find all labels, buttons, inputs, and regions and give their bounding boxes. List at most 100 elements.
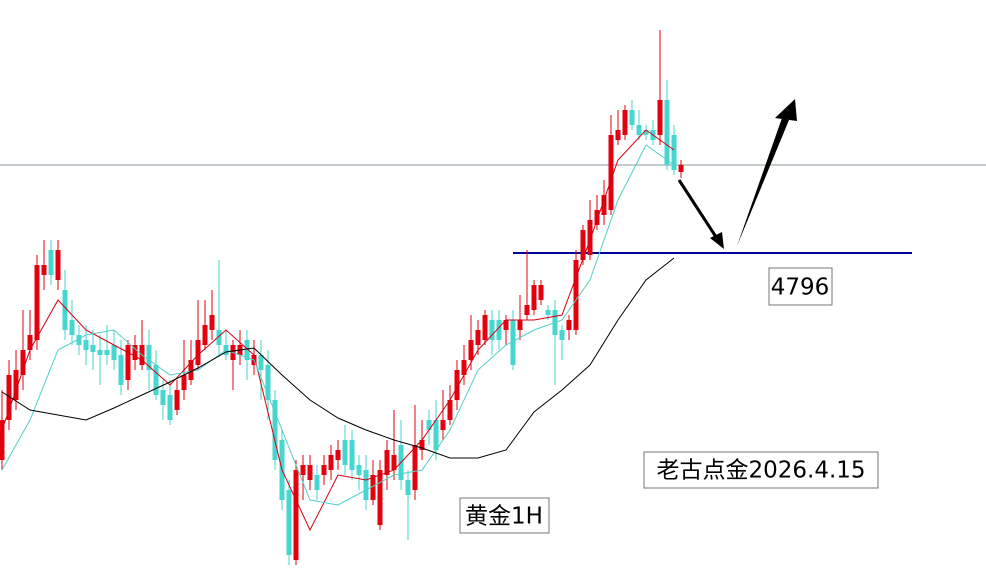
candle-body xyxy=(405,480,411,495)
candle-body xyxy=(468,340,474,360)
candle-body xyxy=(174,390,180,410)
label-box xyxy=(643,451,879,489)
candle-body xyxy=(314,475,320,490)
candle-body xyxy=(475,330,481,345)
plot-area xyxy=(0,30,986,565)
candle-body xyxy=(335,450,341,460)
candle-body xyxy=(167,395,173,420)
candle-body xyxy=(111,345,117,360)
candle-body xyxy=(118,355,124,385)
level-label: 4796 xyxy=(768,267,833,306)
forecast-arrows xyxy=(677,99,797,249)
candle-body xyxy=(76,335,82,345)
candle-body xyxy=(342,440,348,465)
candle-body xyxy=(566,320,572,330)
candle-body xyxy=(447,400,453,420)
label-box xyxy=(459,497,550,534)
up-arrow-shaft xyxy=(737,118,789,246)
candle-body xyxy=(27,335,33,350)
candle-body xyxy=(188,360,194,380)
moving-average-line xyxy=(1,144,675,506)
candle-body xyxy=(48,250,54,275)
level-value: 4796 xyxy=(771,275,830,301)
annotation: 黄金1H xyxy=(459,497,550,534)
candle-body xyxy=(538,285,544,300)
candle-body xyxy=(608,135,614,210)
candle-body xyxy=(97,350,103,355)
candle-body xyxy=(370,475,376,500)
candle-body xyxy=(594,210,600,225)
candle-body xyxy=(69,320,75,335)
candle-body xyxy=(153,365,159,395)
candle-body xyxy=(489,320,495,340)
candle-body xyxy=(601,195,607,215)
candle-body xyxy=(629,110,635,125)
candle-body xyxy=(461,360,467,375)
moving-average-line xyxy=(1,257,675,459)
candle-body xyxy=(545,310,551,315)
candle-body xyxy=(391,455,397,470)
candle-body xyxy=(0,420,5,460)
candle-body xyxy=(349,440,355,470)
candle-body xyxy=(510,320,516,365)
candle-body xyxy=(293,470,299,560)
candle-body xyxy=(90,345,96,352)
candle-body xyxy=(559,330,565,340)
candle-body xyxy=(328,455,334,470)
moving-average-line xyxy=(1,129,675,532)
candle-body xyxy=(83,340,89,350)
candle-body xyxy=(615,130,621,140)
candle-body xyxy=(678,165,684,172)
candle-body xyxy=(643,130,649,135)
annotation-text: 老古点金2026.4.15 xyxy=(656,458,865,484)
annotation: 老古点金2026.4.15 xyxy=(643,451,879,489)
candle-body xyxy=(426,420,432,430)
candle-body xyxy=(104,350,110,355)
candle-body xyxy=(146,345,152,370)
candle-body xyxy=(531,285,537,310)
candle-body xyxy=(307,465,313,480)
candle-body xyxy=(622,110,628,135)
candle-body xyxy=(265,365,271,400)
candle-body xyxy=(272,400,278,460)
candle-body xyxy=(181,375,187,390)
candle-body xyxy=(244,340,250,360)
candle-body xyxy=(34,265,40,340)
annotation-text: 黄金1H xyxy=(465,504,543,530)
candle-body xyxy=(209,315,215,330)
label-box xyxy=(768,267,833,306)
candle-body xyxy=(356,465,362,475)
candle-body xyxy=(636,125,642,135)
candle-body xyxy=(482,315,488,340)
candle-body xyxy=(496,320,502,340)
candle-body xyxy=(419,440,425,450)
candle-body xyxy=(321,465,327,475)
candle-body xyxy=(62,290,68,330)
candle-body xyxy=(160,390,166,405)
candle-body xyxy=(286,490,292,555)
candle-body xyxy=(384,450,390,475)
candle-body xyxy=(664,100,670,165)
candle-body xyxy=(6,375,12,420)
candle-body xyxy=(202,325,208,345)
candle-body xyxy=(671,135,677,170)
down-arrow-shaft xyxy=(677,179,720,241)
candle-body xyxy=(580,230,586,260)
candle-body xyxy=(657,100,663,135)
candle-body xyxy=(216,330,222,345)
candle-body xyxy=(125,345,131,380)
candle-body xyxy=(412,445,418,490)
candle-body xyxy=(440,420,446,430)
candle-body xyxy=(300,465,306,475)
candle-body xyxy=(377,470,383,525)
down-arrow-head xyxy=(710,232,724,249)
candle-body xyxy=(41,265,47,275)
candle-body xyxy=(195,340,201,365)
candle-body xyxy=(524,305,530,315)
candle-body xyxy=(363,470,369,500)
up-arrow-head xyxy=(775,99,797,121)
candle-body xyxy=(20,350,26,375)
candle-body xyxy=(55,250,61,280)
